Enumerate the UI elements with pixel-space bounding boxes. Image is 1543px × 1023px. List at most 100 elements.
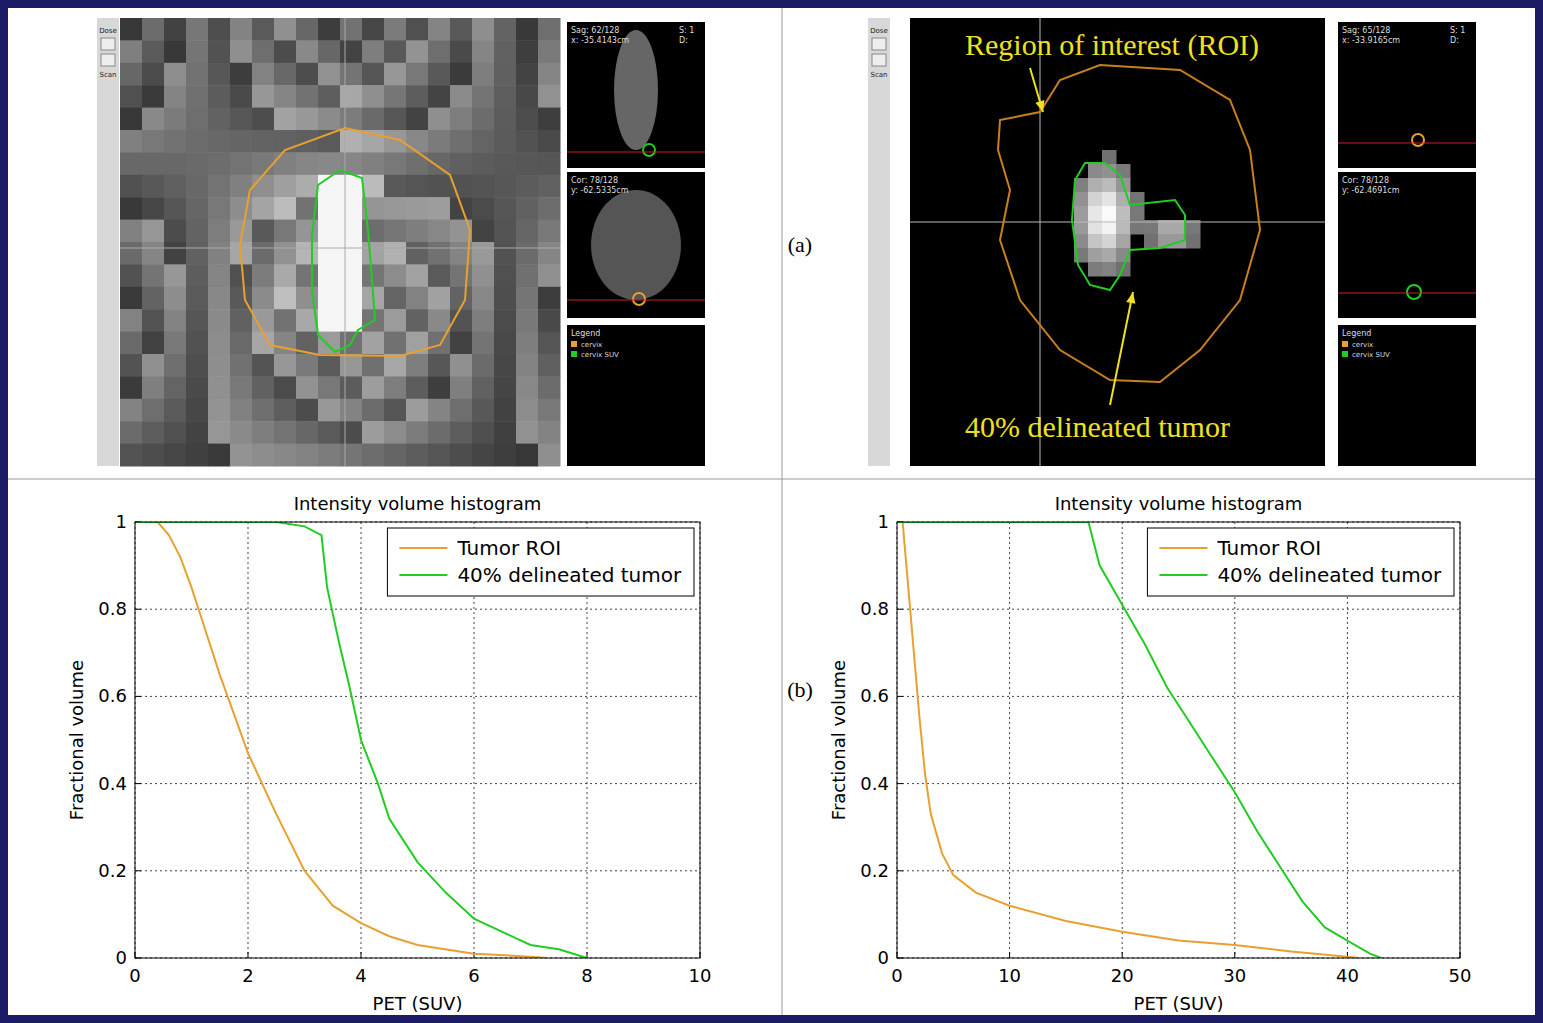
pixel xyxy=(120,421,143,444)
pixel xyxy=(472,354,495,377)
pixel xyxy=(142,287,165,310)
pixel xyxy=(120,242,143,265)
pixel xyxy=(318,444,341,467)
pixel xyxy=(472,444,495,467)
tick-label: 40 xyxy=(1336,965,1359,986)
pixel xyxy=(208,354,231,377)
pixel xyxy=(252,421,275,444)
pixel xyxy=(428,63,451,86)
pixel xyxy=(252,197,275,220)
legend-label: Tumor ROI xyxy=(456,536,561,560)
pixel xyxy=(406,197,429,220)
pixel xyxy=(142,175,165,198)
view-label: Cor: 78/128 xyxy=(1342,176,1389,185)
pixel xyxy=(340,40,363,63)
pixel xyxy=(516,18,539,41)
pixel xyxy=(494,152,517,175)
legend-item: cervix xyxy=(1352,341,1373,349)
grid-line xyxy=(135,609,700,610)
pixel xyxy=(340,85,363,108)
pixel xyxy=(120,332,143,355)
view-coord: x: -33.9165cm xyxy=(1342,36,1400,45)
pixel xyxy=(1088,234,1103,249)
side-view xyxy=(1338,22,1476,168)
control-label: Scan xyxy=(99,71,116,79)
pixel xyxy=(340,376,363,399)
pixel xyxy=(362,63,385,86)
pixel xyxy=(274,376,297,399)
title: Intensity volume histogram xyxy=(294,493,542,514)
pixel xyxy=(538,309,561,332)
pixel xyxy=(472,287,495,310)
pixel xyxy=(120,220,143,243)
pixel xyxy=(274,108,297,131)
pixel xyxy=(164,399,187,422)
pixel xyxy=(538,40,561,63)
pixel xyxy=(494,18,517,41)
legend-item: cervix SUV xyxy=(581,351,619,359)
slice-line xyxy=(567,300,705,301)
annotation: Region of interest (ROI) xyxy=(965,28,1259,62)
pixel xyxy=(516,175,539,198)
pixel xyxy=(516,444,539,467)
pixel xyxy=(1102,234,1117,249)
pixel xyxy=(186,444,209,467)
pixel xyxy=(230,354,253,377)
pixel xyxy=(318,376,341,399)
grid-line xyxy=(135,696,700,697)
pixel xyxy=(296,376,319,399)
legend-label: Tumor ROI xyxy=(1216,536,1321,560)
pixel xyxy=(208,309,231,332)
legend-title: Legend xyxy=(571,329,600,338)
control-strip xyxy=(97,18,119,466)
pixel xyxy=(208,264,231,287)
pixel xyxy=(362,152,385,175)
pixel xyxy=(230,444,253,467)
tick-label: 0.4 xyxy=(98,773,127,794)
pixel xyxy=(296,242,319,265)
pixel xyxy=(1088,178,1103,193)
divider xyxy=(8,479,1535,480)
pixel xyxy=(230,421,253,444)
pixel xyxy=(318,309,341,332)
tick-label: 0 xyxy=(129,965,140,986)
tick-label: 30 xyxy=(1223,965,1246,986)
pixel xyxy=(428,399,451,422)
pixel xyxy=(428,40,451,63)
pixel xyxy=(1186,234,1201,249)
pixel xyxy=(252,63,275,86)
pixel xyxy=(516,354,539,377)
pixel xyxy=(362,444,385,467)
pixel xyxy=(252,376,275,399)
pixel xyxy=(252,130,275,153)
pixel xyxy=(494,85,517,108)
pixel xyxy=(142,242,165,265)
legend-swatch xyxy=(399,547,447,549)
pixel xyxy=(208,85,231,108)
pixel xyxy=(208,421,231,444)
plot-area xyxy=(897,522,1460,958)
pixel xyxy=(428,309,451,332)
pixel xyxy=(120,152,143,175)
pixel xyxy=(406,444,429,467)
pixel xyxy=(164,108,187,131)
pixel xyxy=(164,175,187,198)
pixel xyxy=(428,130,451,153)
grid-line xyxy=(135,870,700,871)
pixel xyxy=(472,242,495,265)
axis-title: Fractional volume xyxy=(828,660,849,820)
crosshair xyxy=(910,222,1325,223)
pixel xyxy=(142,108,165,131)
pixel xyxy=(318,287,341,310)
grid-line xyxy=(897,870,1460,871)
divider xyxy=(782,8,783,1015)
view-label: Cor: 78/128 xyxy=(571,176,618,185)
pixel xyxy=(362,376,385,399)
pixel xyxy=(494,242,517,265)
pixel xyxy=(296,152,319,175)
pixel xyxy=(428,242,451,265)
tick-label: 0.2 xyxy=(860,860,889,881)
pixel xyxy=(164,197,187,220)
frame xyxy=(135,522,700,958)
tumor-contour xyxy=(1072,163,1185,290)
